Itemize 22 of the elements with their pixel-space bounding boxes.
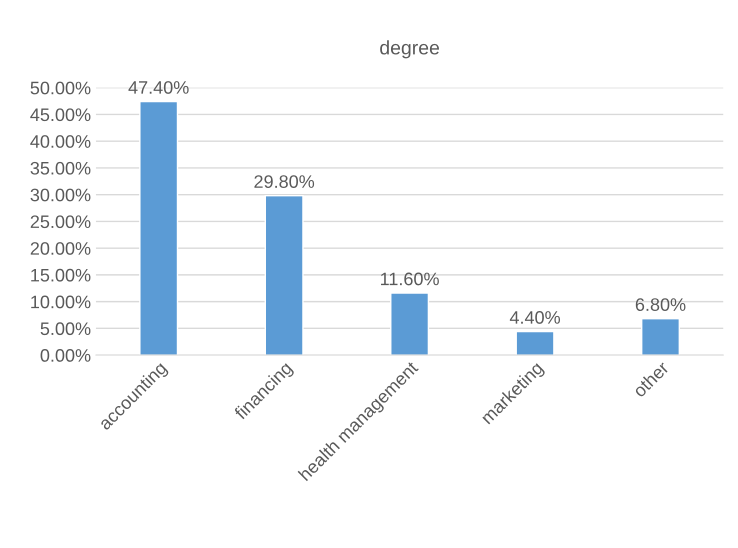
data-label: 11.60%: [381, 272, 439, 286]
chart-title: degree: [380, 40, 439, 58]
y-tick-label: 5.00%: [40, 322, 90, 336]
y-tick-label: 50.00%: [30, 82, 90, 94]
y-tick-label: 45.00%: [30, 108, 90, 122]
y-tick-label: 35.00%: [30, 162, 90, 175]
bar: [390, 292, 430, 356]
y-tick-label: 15.00%: [31, 268, 90, 282]
y-tick-label: 25.00%: [30, 215, 90, 228]
y-tick-label: 30.00%: [30, 188, 90, 202]
y-tick-label: 20.00%: [30, 242, 90, 255]
y-tick-label: 10.00%: [31, 296, 90, 308]
bar: [640, 318, 680, 356]
data-label: 29.80%: [254, 175, 314, 188]
data-label: 47.40%: [128, 81, 189, 94]
bar: [516, 330, 555, 356]
y-tick-label: 40.00%: [30, 135, 90, 148]
y-tick-label: 0.00%: [40, 349, 90, 362]
bar: [264, 195, 304, 356]
data-label: 4.40%: [510, 311, 560, 324]
data-label: 6.80%: [636, 298, 686, 311]
bar: [139, 100, 178, 356]
